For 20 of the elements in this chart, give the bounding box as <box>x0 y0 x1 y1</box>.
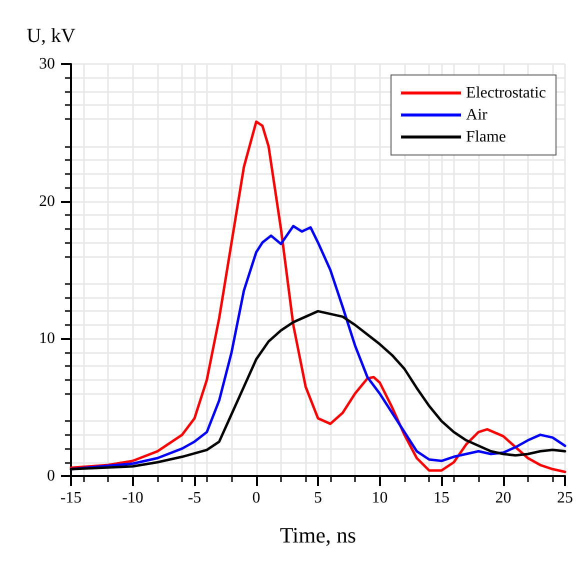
x-tick-label: 20 <box>495 490 512 506</box>
y-tick-label: 0 <box>47 468 55 484</box>
x-tick-label: 10 <box>372 490 388 506</box>
legend-label: Electrostatic <box>466 84 546 102</box>
x-axis-title: Time, ns <box>280 522 356 548</box>
y-axis-title: U, kV <box>26 25 76 47</box>
line-series <box>70 224 566 470</box>
legend-label: Air <box>466 106 488 124</box>
y-tick-label: 10 <box>39 330 55 348</box>
line-series <box>70 120 566 474</box>
x-tick-label: 15 <box>434 490 450 506</box>
y-tick-label: 20 <box>39 192 55 210</box>
x-tick-label: -10 <box>122 490 144 506</box>
legend-label: Flame <box>466 128 506 146</box>
x-tick-label: 25 <box>557 490 573 506</box>
x-tick-label: -15 <box>60 490 82 506</box>
x-tick-label: -5 <box>188 490 202 506</box>
x-tick-label: 0 <box>252 490 260 506</box>
y-tick-label: 30 <box>39 56 55 72</box>
x-tick-label: 5 <box>314 490 322 506</box>
